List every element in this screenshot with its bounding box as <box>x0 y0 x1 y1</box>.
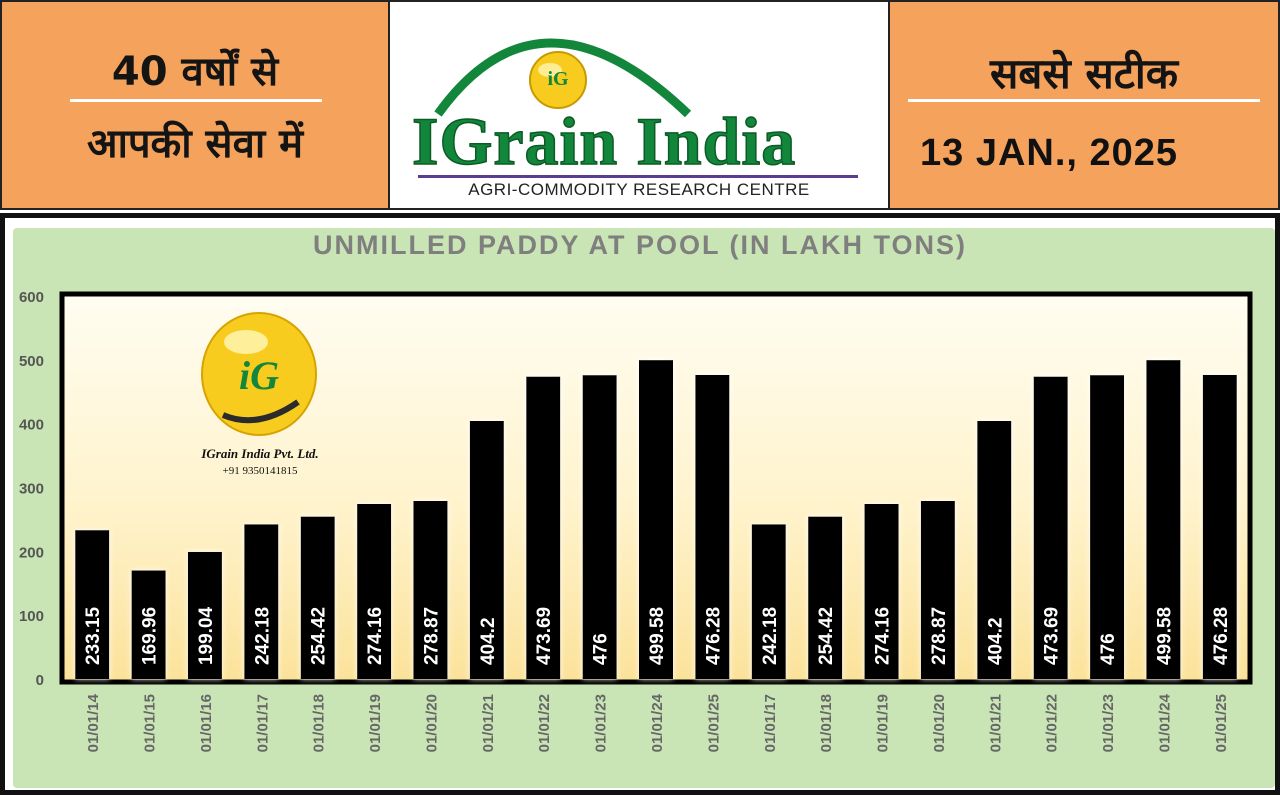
brand-tagline: AGRI-COMMODITY RESEARCH CENTRE <box>468 180 810 199</box>
bar <box>864 503 899 679</box>
x-tick-label: 01/01/21 <box>987 694 1004 752</box>
brand-arc-logo <box>434 38 692 118</box>
bar-value-label: 499.58 <box>1154 607 1175 665</box>
bar <box>75 530 110 679</box>
x-tick-label: 01/01/15 <box>142 694 159 752</box>
bar <box>1090 375 1125 679</box>
bar <box>1033 376 1068 679</box>
y-tick-label: 500 <box>19 353 44 370</box>
x-tick-label: 01/01/17 <box>254 694 271 752</box>
bar-value-label: 404.2 <box>985 617 1006 665</box>
brand-panel: iG IGrain India AGRI-COMMODITY RESEARCH … <box>390 0 888 210</box>
y-tick-label: 200 <box>19 544 44 561</box>
x-tick-label: 01/01/19 <box>367 694 384 752</box>
watermark-phone: +91 9350141815 <box>222 465 298 477</box>
x-tick-label: 01/01/25 <box>1213 694 1230 752</box>
header-right-panel: सबसे सटीक 13 JAN., 2025 <box>888 0 1280 210</box>
y-tick-label: 600 <box>19 289 44 306</box>
x-tick-label: 01/01/23 <box>593 694 610 752</box>
x-tick-label: 01/01/14 <box>85 693 102 752</box>
bar-value-label: 233.15 <box>83 606 104 665</box>
x-tick-label: 01/01/22 <box>1044 694 1061 752</box>
bar-value-label: 169.96 <box>140 607 161 665</box>
bar <box>187 551 222 679</box>
y-tick-label: 0 <box>36 672 44 689</box>
watermark-company: IGrain India Pvt. Ltd. <box>201 446 319 461</box>
brand-underline <box>418 175 858 178</box>
bar-value-label: 499.58 <box>647 607 668 665</box>
x-tick-label: 01/01/22 <box>536 694 553 752</box>
y-tick-label: 100 <box>19 608 44 625</box>
bar <box>1146 360 1181 679</box>
bar-value-label: 473.69 <box>534 607 555 665</box>
bar <box>695 374 730 679</box>
bar <box>469 420 504 679</box>
bar <box>977 420 1012 679</box>
bar-value-label: 254.42 <box>816 607 837 665</box>
bar-value-label: 274.16 <box>873 607 894 665</box>
brand-name: IGrain India <box>411 102 797 180</box>
bar-value-label: 404.2 <box>478 617 499 665</box>
bar <box>244 524 279 679</box>
brand-logo-letters: iG <box>547 68 569 90</box>
bar-value-label: 199.04 <box>196 606 217 665</box>
bar <box>300 516 335 679</box>
bar-value-label: 476.28 <box>703 607 724 665</box>
watermark-logo-letters: iG <box>239 353 279 398</box>
header-right-divider <box>908 99 1260 102</box>
bar-value-label: 278.87 <box>929 607 950 665</box>
bar-value-label: 476 <box>591 633 612 665</box>
x-tick-label: 01/01/16 <box>198 694 215 752</box>
header-tagline-line2: आपकी सेवा में <box>86 121 304 167</box>
x-tick-label: 01/01/17 <box>762 694 779 752</box>
bar-value-label: 242.18 <box>760 607 781 665</box>
header-left-divider <box>70 99 322 102</box>
y-tick-label: 300 <box>19 481 44 498</box>
bar <box>808 516 843 679</box>
x-tick-label: 01/01/23 <box>1100 694 1117 752</box>
x-tick-label: 01/01/20 <box>423 694 440 752</box>
header-tagline-line1: 40 वर्षों से <box>111 49 279 95</box>
bar <box>582 375 617 679</box>
header-accuracy-text: सबसे सटीक <box>989 49 1179 98</box>
bar-value-label: 242.18 <box>252 607 273 665</box>
x-tick-label: 01/01/21 <box>480 694 497 752</box>
bar <box>1202 374 1237 679</box>
x-tick-label: 01/01/20 <box>931 694 948 752</box>
bar <box>413 500 448 679</box>
bar-value-label: 476 <box>1098 633 1119 665</box>
x-tick-label: 01/01/25 <box>705 694 722 752</box>
bar <box>526 376 561 679</box>
bar-value-label: 278.87 <box>421 607 442 665</box>
bar-value-label: 476.28 <box>1211 607 1232 665</box>
header-date: 13 JAN., 2025 <box>920 132 1179 174</box>
x-tick-label: 01/01/24 <box>1156 693 1173 752</box>
y-tick-label: 400 <box>19 417 44 434</box>
bar <box>357 503 392 679</box>
x-tick-label: 01/01/24 <box>649 693 666 752</box>
watermark-logo <box>201 312 317 436</box>
bar <box>920 500 955 679</box>
bar <box>751 524 786 679</box>
bar-value-label: 473.69 <box>1042 607 1063 665</box>
chart-title: UNMILLED PADDY AT POOL (IN LAKH TONS) <box>313 230 967 260</box>
bar <box>131 570 166 679</box>
bar <box>639 360 673 679</box>
header-left-panel: 40 वर्षों से आपकी सेवा में <box>0 0 390 210</box>
x-tick-label: 01/01/18 <box>818 694 835 752</box>
bar-value-label: 274.16 <box>365 607 386 665</box>
x-tick-label: 01/01/19 <box>875 694 892 752</box>
bar-value-label: 254.42 <box>309 607 330 665</box>
x-tick-label: 01/01/18 <box>311 694 328 752</box>
header: 40 वर्षों से आपकी सेवा में iG IGrain Ind… <box>0 0 1280 213</box>
